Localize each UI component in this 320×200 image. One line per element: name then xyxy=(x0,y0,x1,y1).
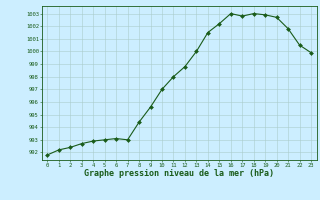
X-axis label: Graphe pression niveau de la mer (hPa): Graphe pression niveau de la mer (hPa) xyxy=(84,169,274,178)
